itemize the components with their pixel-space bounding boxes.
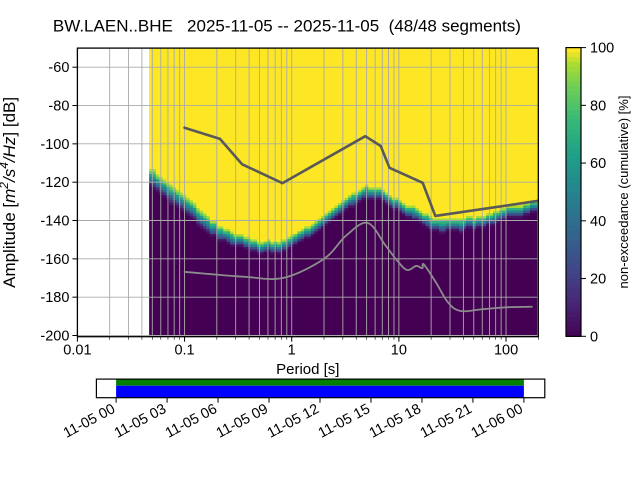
svg-text:0: 0 [590, 329, 598, 345]
svg-text:-140: -140 [40, 214, 69, 230]
svg-text:-160: -160 [40, 252, 69, 268]
svg-text:1: 1 [288, 343, 296, 359]
svg-text:40: 40 [590, 214, 606, 230]
svg-text:100: 100 [590, 41, 614, 57]
svg-text:80: 80 [590, 98, 606, 114]
svg-text:0.01: 0.01 [63, 343, 91, 359]
svg-text:20: 20 [590, 272, 606, 288]
svg-text:0.1: 0.1 [174, 343, 194, 359]
svg-text:-80: -80 [48, 99, 69, 115]
svg-text:-200: -200 [40, 329, 69, 345]
svg-text:60: 60 [590, 156, 606, 172]
svg-text:-100: -100 [40, 137, 69, 153]
svg-text:-180: -180 [40, 290, 69, 306]
svg-text:Amplitude [m2/s4/Hz] [dB]: Amplitude [m2/s4/Hz] [dB] [0, 97, 19, 288]
svg-text:BW.LAEN..BHE 2025-11-05 -- 2: BW.LAEN..BHE 2025-11-05 -- 2025-11-05 (4… [53, 17, 521, 36]
svg-text:100: 100 [494, 343, 518, 359]
svg-text:-120: -120 [40, 175, 69, 191]
svg-text:non-exceedance (cumulative) [%: non-exceedance (cumulative) [%] [616, 96, 631, 289]
svg-text:-60: -60 [48, 60, 69, 76]
svg-text:10: 10 [391, 343, 407, 359]
svg-text:Period [s]: Period [s] [276, 361, 339, 378]
